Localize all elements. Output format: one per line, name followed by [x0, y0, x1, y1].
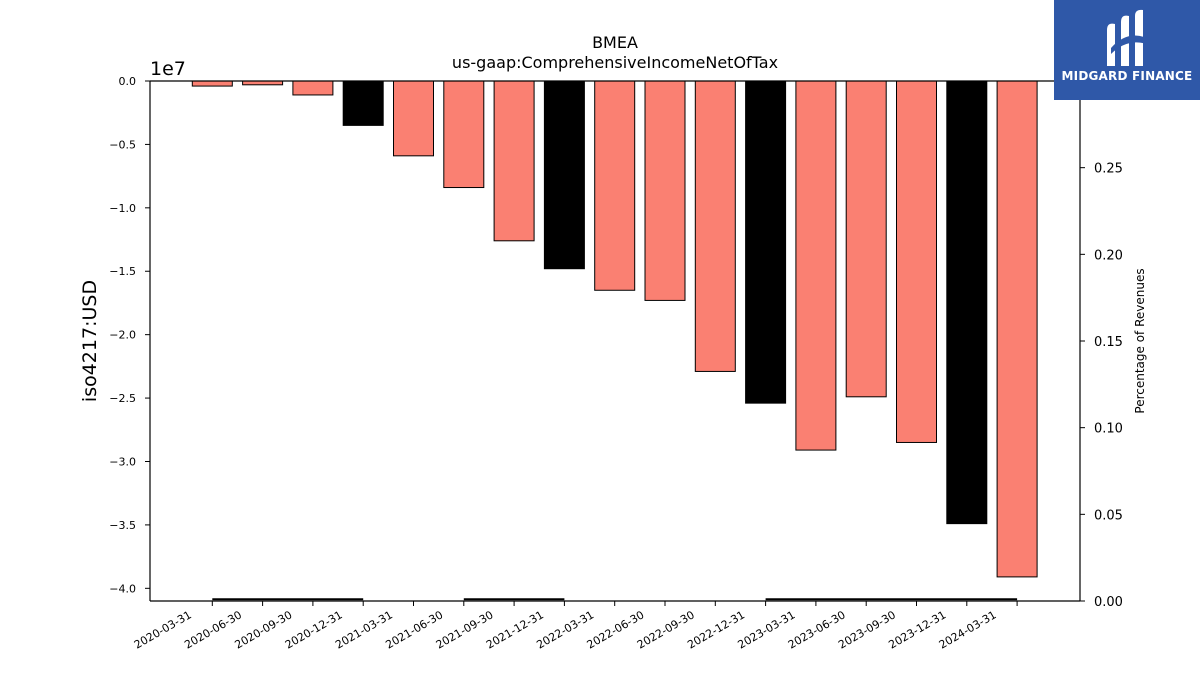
bar-2024-03-31	[996, 80, 1038, 578]
y2-tick-label: 0.20	[1094, 248, 1123, 263]
y-tick-label: −1.0	[109, 202, 136, 215]
y2-axis-label: Percentage of Revenues	[1133, 268, 1147, 413]
y-tick-label: −1.5	[109, 265, 136, 278]
bar-2023-06-30	[845, 80, 887, 398]
y-tick-label: −3.0	[109, 455, 136, 468]
bar-2023-09-30	[896, 80, 937, 443]
brand-logo: MIDGARD FINANCE	[1054, 0, 1200, 100]
y-tick-label: 0.0	[119, 75, 137, 88]
y2-tick-label: 0.00	[1094, 595, 1123, 610]
y2-tick-label: 0.05	[1094, 508, 1123, 523]
bar-2023-03-31	[795, 80, 837, 451]
y2-tick-label: 0.25	[1094, 162, 1123, 177]
y2-tick-label: 0.15	[1094, 335, 1123, 350]
y-tick-label: −4.0	[109, 582, 136, 595]
bar-2020-12-31	[342, 80, 384, 126]
y-tick-group: 0.0 −0.5 −1.0 −1.5 −2.0 −2.5 −3.0 −3.5 −4.0	[109, 75, 150, 595]
y2-tick-group: 0.00 0.05 0.10 0.15 0.20 0.25	[1080, 162, 1123, 610]
y-tick-label: −3.5	[109, 519, 136, 532]
bar-2021-09-30	[493, 80, 535, 242]
bars-group	[191, 80, 1038, 578]
bar-2022-09-30	[694, 80, 736, 372]
bar-2023-12-31	[946, 80, 988, 525]
x-tick-label: 2024-03-31	[937, 608, 999, 651]
midgard-logo-icon	[1107, 9, 1147, 67]
bar-2021-06-30	[443, 80, 485, 189]
bar-2020-03-31	[191, 80, 233, 87]
chart-title: BMEA	[592, 33, 638, 52]
bar-2022-03-31	[594, 80, 636, 291]
bar-2021-03-31	[393, 80, 434, 157]
y-axis-label: iso4217:USD	[79, 280, 101, 402]
y-tick-label: −0.5	[109, 138, 136, 151]
y2-tick-label: 0.10	[1094, 422, 1123, 437]
bar-2022-06-30	[644, 80, 686, 301]
y-tick-label: −2.0	[109, 329, 136, 342]
chart-subtitle: us-gaap:ComprehensiveIncomeNetOfTax	[452, 53, 778, 72]
x-tick-group: 2020-03-312020-06-302020-09-302020-12-31…	[132, 601, 1018, 652]
brand-name: MIDGARD FINANCE	[1061, 69, 1193, 83]
bar-2021-12-31	[543, 80, 585, 270]
bar-2020-09-30	[292, 80, 334, 96]
bar-2022-12-31	[745, 80, 787, 404]
y-offset-label: 1e7	[150, 58, 186, 80]
y-tick-label: −2.5	[109, 392, 136, 405]
